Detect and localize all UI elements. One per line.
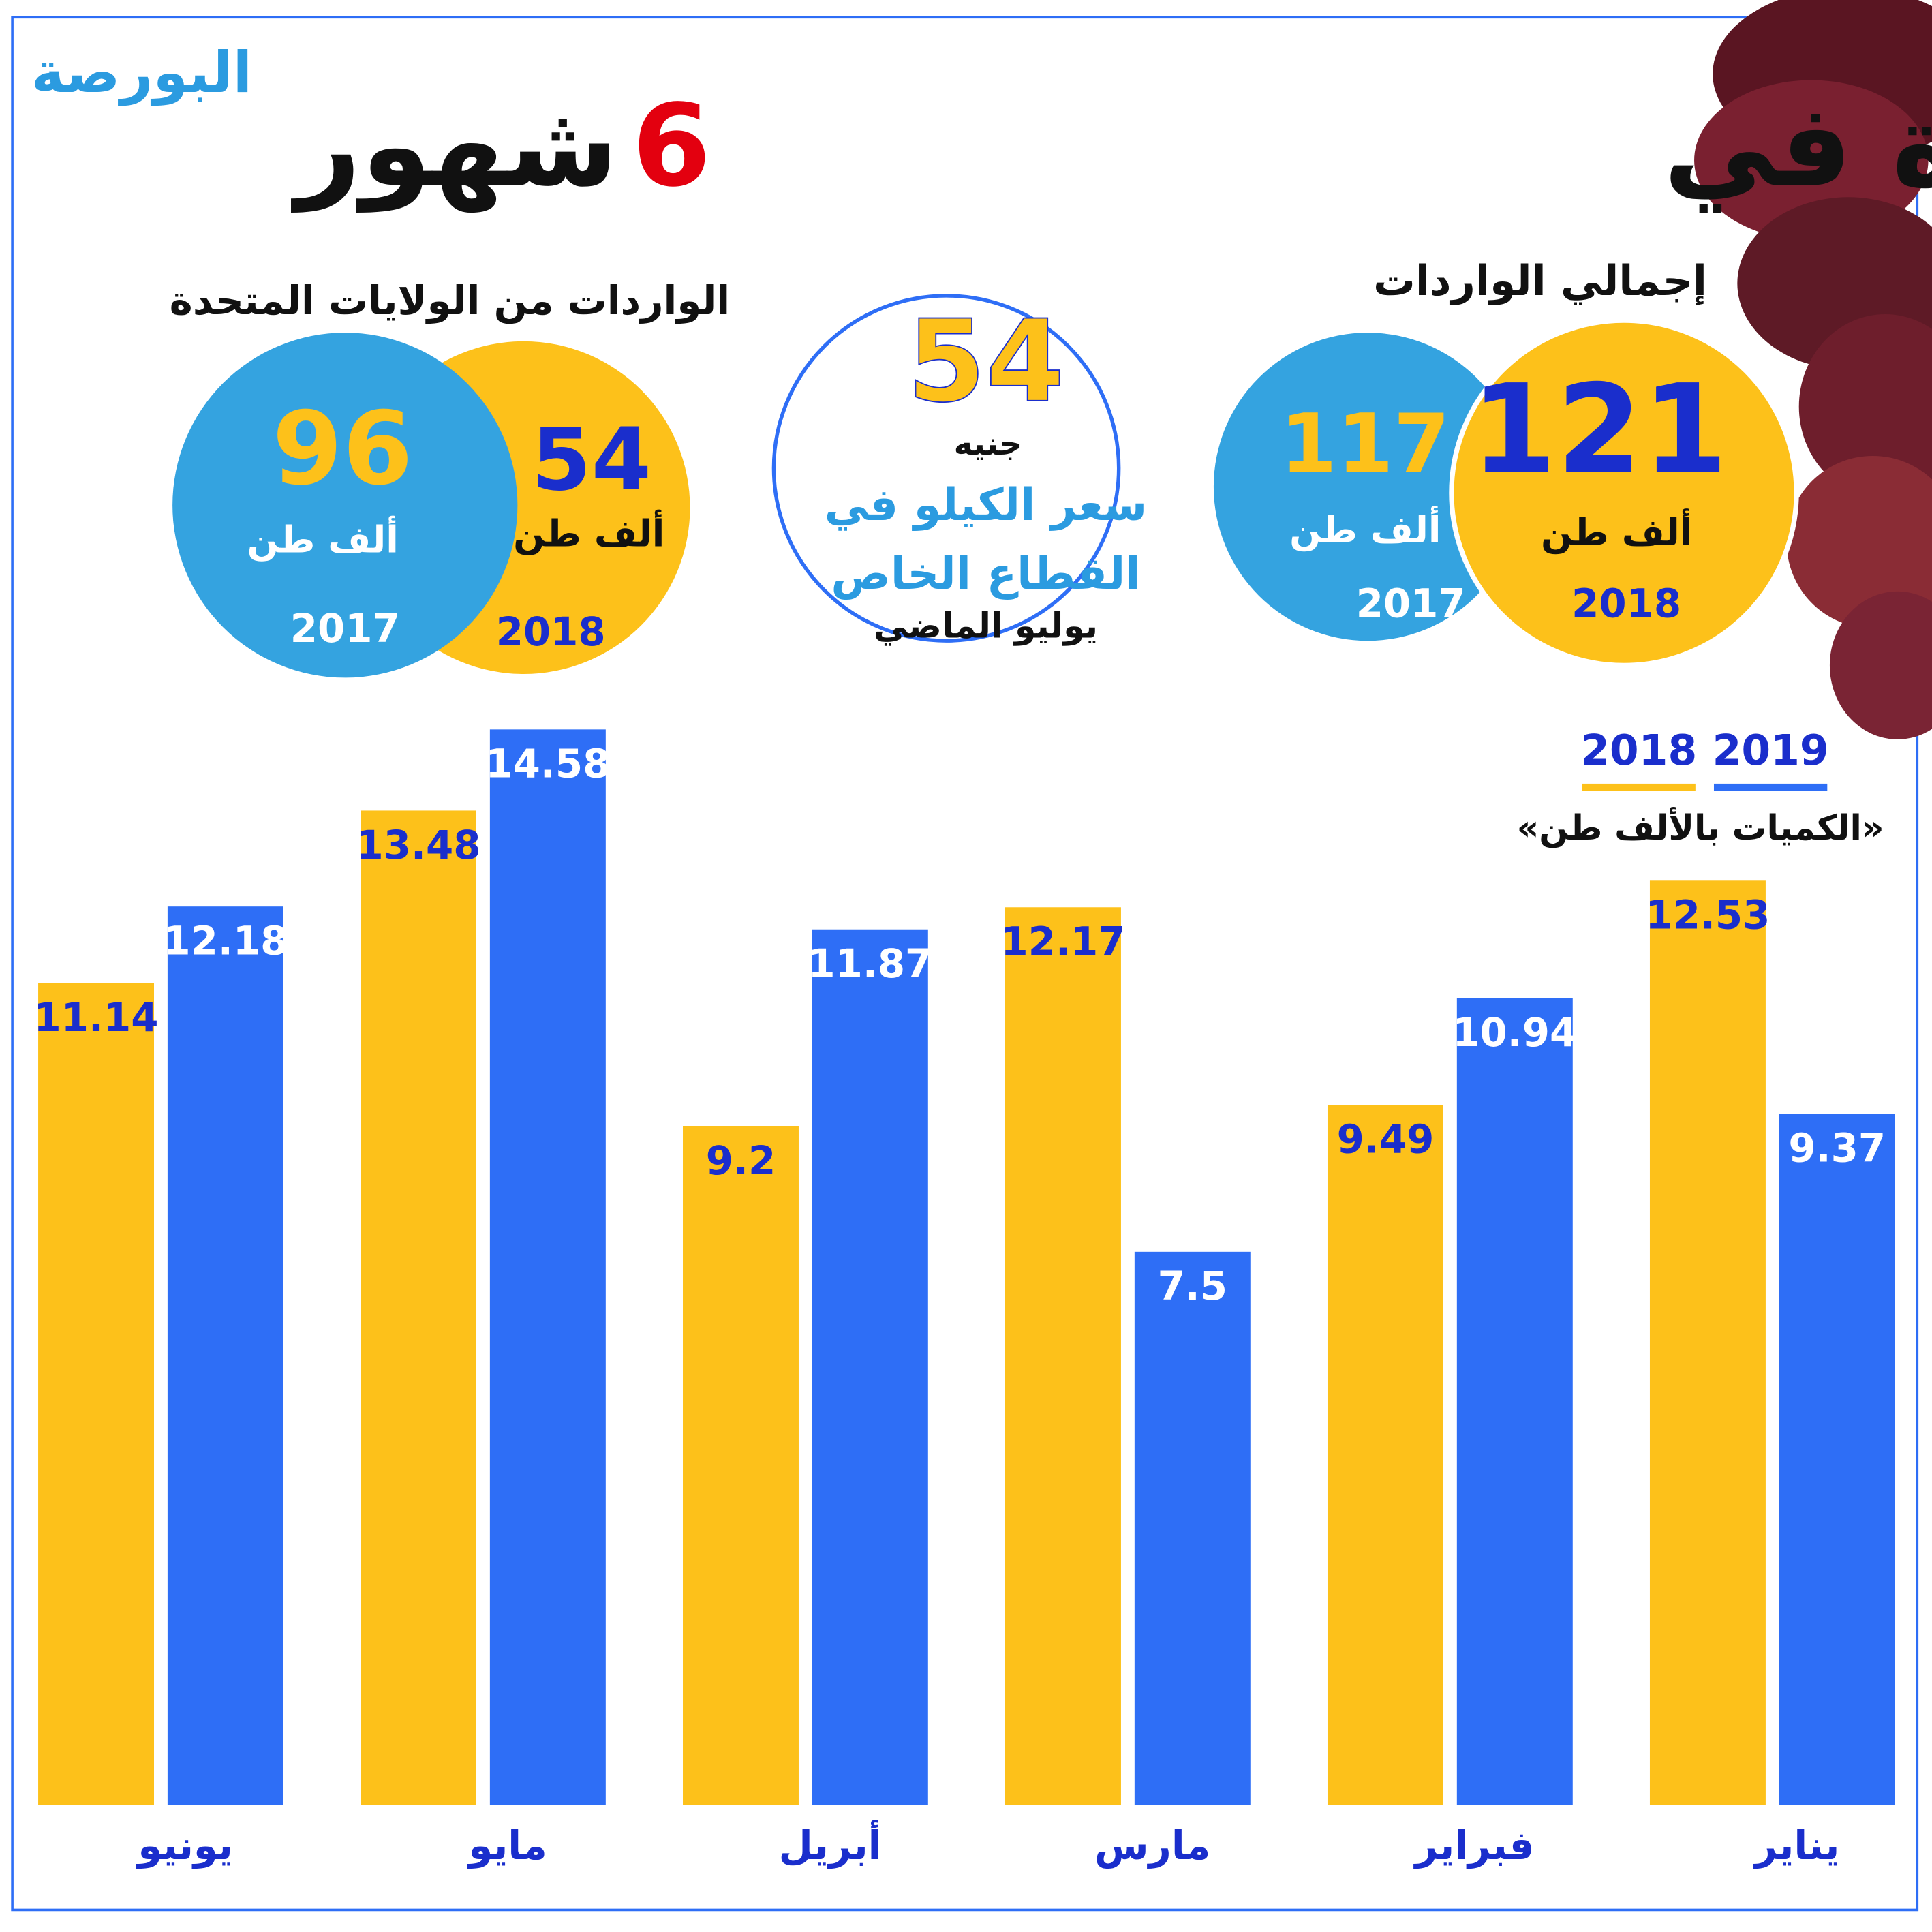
legend-swatch [1582, 783, 1696, 791]
logo: البورصة [31, 40, 252, 106]
bar [167, 906, 283, 1805]
bar [683, 1126, 799, 1805]
title-start: واردات الكبدة في [1663, 80, 1932, 213]
frame [11, 16, 1919, 1912]
bar [1327, 1105, 1443, 1805]
x-tick-label: فبراير [1413, 1822, 1535, 1869]
price-text: سعر الكيلو في [825, 480, 1148, 531]
circle-2017 [172, 333, 518, 678]
bar [1649, 880, 1766, 1805]
data-label: 11.87 [808, 940, 932, 987]
title-end: شهور [291, 80, 618, 213]
chart-note: «الكميات بالألف طن» [1517, 806, 1884, 848]
stat-year: 2018 [1571, 581, 1681, 627]
bar [1134, 1251, 1251, 1805]
price-value: 54 [907, 296, 1064, 428]
data-label: 12.17 [1000, 919, 1125, 965]
stat-unit: ألف طن [247, 516, 399, 562]
data-label: 12.18 [163, 918, 288, 964]
circle-2017 [1213, 333, 1522, 641]
bar [1456, 998, 1573, 1805]
section-title: الواردات من الولايات المتحدة [170, 277, 731, 324]
data-label: 7.5 [1158, 1263, 1227, 1309]
price-circle [771, 294, 1121, 643]
bar [489, 729, 606, 1805]
stat-value: 121 [1471, 358, 1728, 502]
x-tick-label: يناير [1753, 1822, 1840, 1869]
x-tick-label: مايو [466, 1822, 547, 1869]
bar [812, 929, 928, 1805]
stat-unit: ألف طن [1541, 508, 1692, 554]
circle-2018 [1449, 318, 1799, 668]
bar [361, 810, 476, 1805]
bar [1005, 907, 1121, 1805]
data-label: 13.48 [356, 822, 481, 868]
data-label: 9.49 [1337, 1116, 1435, 1163]
stat-year: 2017 [290, 605, 400, 651]
data-label: 14.58 [485, 741, 610, 787]
price-unit: جنيه [954, 425, 1023, 463]
stat-year: 2017 [1356, 581, 1466, 627]
legend-label: 2018 [1580, 726, 1697, 775]
bar [38, 983, 155, 1805]
price-text: القطاع الخاص [831, 549, 1140, 600]
x-tick-label: مارس [1094, 1822, 1211, 1869]
legend-label: 2019 [1713, 726, 1829, 775]
stat-year: 2018 [496, 609, 606, 655]
title-number: 6 [632, 80, 711, 212]
stat-unit: ألف طن [513, 510, 664, 555]
data-label: 10.94 [1452, 1009, 1577, 1056]
stat-value: 96 [272, 389, 412, 507]
price-text: يوليو الماضي [874, 606, 1098, 647]
data-label: 12.53 [1645, 892, 1770, 938]
x-tick-label: يونيو [136, 1822, 233, 1869]
bar [1779, 1114, 1895, 1805]
section-title: إجمالي الواردات [1373, 257, 1707, 305]
stat-value: 117 [1281, 397, 1450, 492]
stat-unit: ألف طن [1289, 506, 1441, 551]
data-label: 11.14 [34, 994, 159, 1041]
data-label: 9.2 [706, 1137, 776, 1184]
legend-swatch [1713, 783, 1828, 791]
stat-value: 54 [532, 410, 651, 510]
liver-image [1694, 0, 1932, 739]
x-tick-label: أبريل [779, 1820, 882, 1869]
data-label: 9.37 [1788, 1125, 1886, 1171]
